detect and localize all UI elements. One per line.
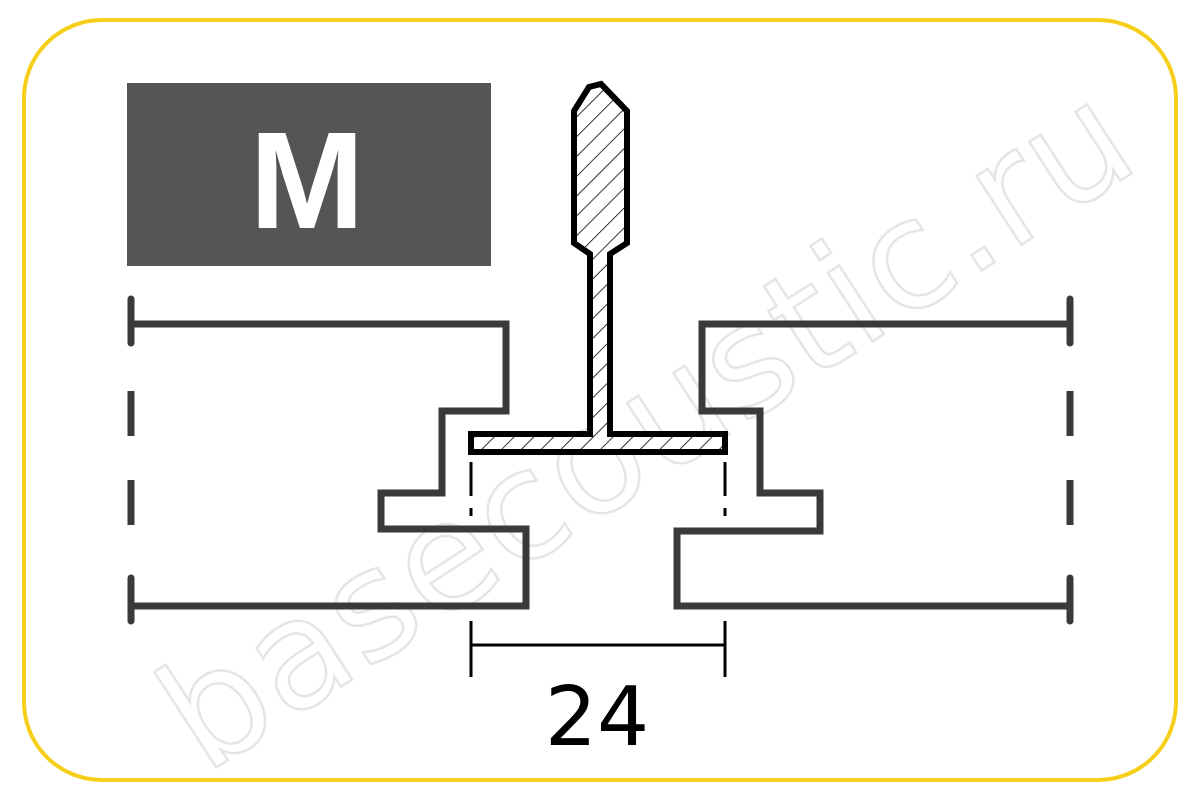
right-tile-outline [673,320,1074,610]
edge-type-label-box [127,83,491,266]
left-tile-outline [127,320,530,610]
t-bar-profile [468,80,728,455]
edge-type-label: M [250,104,365,258]
dimension-value: 24 [545,670,649,765]
